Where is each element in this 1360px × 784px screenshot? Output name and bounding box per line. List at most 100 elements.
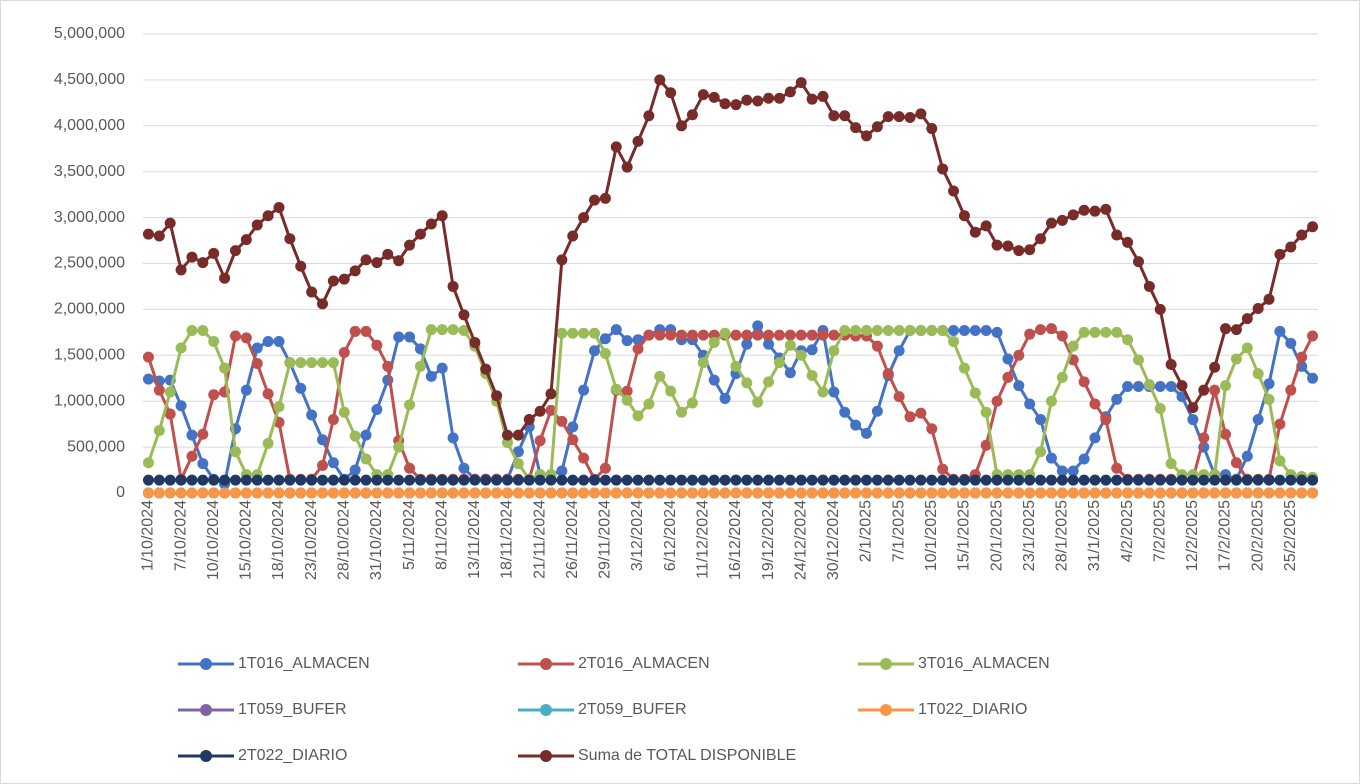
data-point [393,441,405,453]
data-point [1035,446,1047,458]
data-point [186,474,198,486]
data-point [262,437,274,449]
data-point [752,95,764,107]
data-point [273,202,285,214]
data-point [1307,330,1319,342]
data-point [730,360,742,372]
data-point [1035,233,1047,245]
data-point [556,474,568,486]
data-point [893,325,905,337]
data-point [871,487,883,499]
y-tick-label: 3,500,000 [54,163,125,180]
data-point [599,462,611,474]
data-point [904,325,916,337]
data-point [284,233,296,245]
data-point [980,487,992,499]
data-point [915,487,927,499]
data-point [980,474,992,486]
data-point [1024,487,1036,499]
data-point [1035,474,1047,486]
data-point [414,343,426,355]
data-point [458,309,470,321]
data-point [382,248,394,260]
data-point [948,185,960,197]
data-point [164,217,176,229]
data-point [1241,342,1253,354]
x-tick-label: 1/10/2024 [140,500,157,571]
data-point [327,474,339,486]
data-point [958,487,970,499]
x-tick-label: 2/1/2025 [858,500,875,562]
data-point [654,370,666,382]
legend-swatch-marker [200,704,212,716]
data-point [991,474,1003,486]
data-point [295,474,307,486]
x-tick-label: 28/1/2025 [1054,500,1071,571]
data-point [414,360,426,372]
x-tick-label: 6/12/2024 [662,500,679,571]
data-point [991,326,1003,338]
data-point [567,421,579,433]
data-point [795,329,807,341]
data-point [251,487,263,499]
data-point [1002,353,1014,365]
data-point [882,487,894,499]
data-point [436,324,448,336]
y-tick-label: 5,000,000 [54,25,125,42]
data-point [871,340,883,352]
data-point [860,325,872,337]
data-point [969,474,981,486]
data-point [937,463,949,475]
data-point [730,474,742,486]
data-point [306,474,318,486]
data-point [610,141,622,153]
data-point [893,474,905,486]
data-point [447,280,459,292]
data-point [360,474,372,486]
data-point [1078,453,1090,465]
data-point [937,474,949,486]
data-point [708,336,720,348]
data-point [948,336,960,348]
data-point [806,93,818,105]
data-point [1230,457,1242,469]
data-point [1045,452,1057,464]
data-point [643,110,655,122]
series [142,74,1319,441]
data-point [371,474,383,486]
data-point [1263,378,1275,390]
data-point [773,92,785,104]
data-point [404,474,416,486]
x-tick-label: 7/1/2025 [890,500,907,562]
data-point [382,487,394,499]
data-point [1263,393,1275,405]
data-point [425,370,437,382]
data-point [1100,487,1112,499]
data-point [1045,395,1057,407]
data-point [262,336,274,348]
data-point [240,474,252,486]
data-point [1024,244,1036,256]
data-point [719,327,731,339]
data-point [1198,384,1210,396]
data-point [1056,465,1068,477]
data-point [197,257,209,269]
data-point [621,474,633,486]
x-tick-label: 12/2/2025 [1184,500,1201,571]
data-point [806,344,818,356]
legend-label: 2T016_ALMACEN [578,655,710,672]
data-point [164,487,176,499]
x-tick-label: 7/10/2024 [172,500,189,571]
data-point [273,401,285,413]
data-point [338,474,350,486]
data-point [491,487,503,499]
data-point [1154,303,1166,315]
data-point [730,329,742,341]
series [142,324,1319,485]
data-point [142,373,154,385]
data-point [262,487,274,499]
data-point [578,384,590,396]
data-point [589,345,601,357]
data-point [251,342,263,354]
